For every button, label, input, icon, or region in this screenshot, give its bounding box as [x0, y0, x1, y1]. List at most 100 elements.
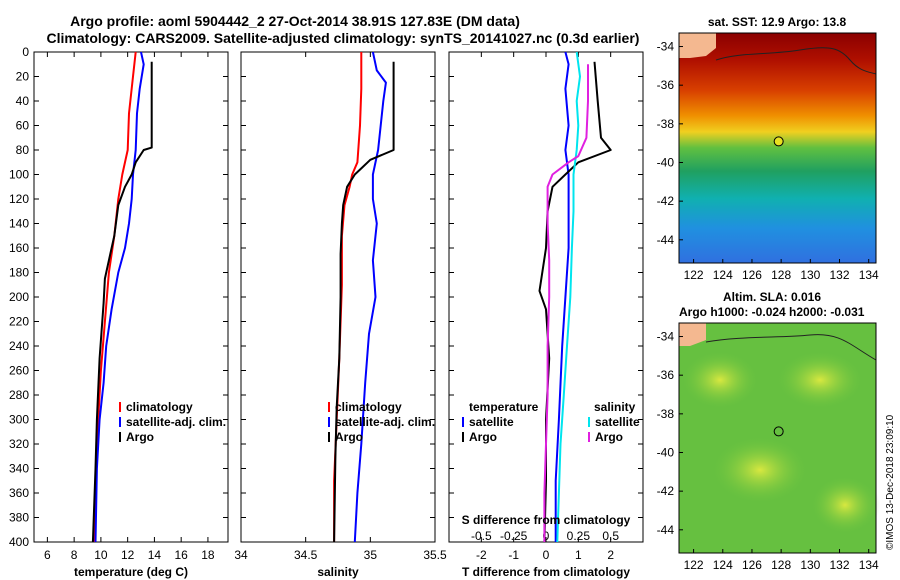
- depth-tick-label: 160: [9, 241, 29, 255]
- sst-contour: [715, 47, 877, 75]
- legend-argo-label: Argo: [126, 430, 154, 444]
- lon-tick-label: 134: [859, 268, 879, 282]
- depth-tick-label: 240: [9, 339, 29, 353]
- argo-position-marker: [773, 426, 784, 437]
- depth-tick-label: 340: [9, 462, 29, 476]
- series-argo: [91, 61, 153, 543]
- x-tick-label: -2: [476, 548, 487, 562]
- depth-tick-label: 80: [16, 143, 30, 157]
- depth-tick-label: 380: [9, 511, 29, 525]
- lat-tick-label: -40: [657, 155, 675, 169]
- s-diff-tick-label: 0.5: [602, 529, 619, 543]
- sla-map-title-1: Altim. SLA: 0.016: [723, 290, 821, 304]
- series-s-satellite: [556, 51, 581, 543]
- lat-tick-label: -42: [657, 484, 675, 498]
- sla-map-ticks: -34 -36 -38 -40 -42 -44 122 124 126 128 130 132 134: [657, 330, 879, 572]
- salinity-panel: 34 34.5 35 35.5: [234, 51, 447, 562]
- depth-tick-label: 120: [9, 192, 29, 206]
- lat-tick-label: -36: [657, 368, 675, 382]
- x-tick-label: 34.5: [294, 548, 318, 562]
- sst-map-frame: [678, 32, 877, 264]
- lon-tick-label: 130: [800, 558, 820, 572]
- lon-tick-label: 124: [713, 268, 733, 282]
- plot-frame: [33, 51, 229, 543]
- lat-tick-label: -34: [657, 330, 675, 344]
- sst-land: [679, 33, 716, 58]
- depth-tick-label: 100: [9, 168, 29, 182]
- s-diff-tick-label: -0.25: [500, 529, 528, 543]
- sla-map-frame: [678, 322, 877, 554]
- lon-tick-label: 130: [800, 268, 820, 282]
- series-climatology: [333, 52, 363, 542]
- lat-tick-label: -42: [657, 194, 675, 208]
- x-tick-label: -1: [508, 548, 519, 562]
- s-diff-tick-label: 0.25: [567, 529, 591, 543]
- title-line-2: Climatology: CARS2009. Satellite-adjuste…: [47, 30, 640, 46]
- series-climatology: [93, 51, 137, 543]
- depth-tick-label: 180: [9, 266, 29, 280]
- plot-frame: [240, 51, 436, 543]
- temperature-axis-label: temperature (deg C): [74, 565, 188, 579]
- sla-anomaly: [710, 435, 810, 505]
- series-satellite-adj-clim-: [353, 51, 387, 543]
- x-tick-label: 35.5: [423, 548, 447, 562]
- lat-tick-label: -38: [657, 407, 675, 421]
- depth-tick-label: 320: [9, 437, 29, 451]
- x-tick-label: 2: [607, 548, 614, 562]
- s-difference-axis-label: S difference from climatology: [462, 513, 631, 527]
- depth-tick-label: 140: [9, 217, 29, 231]
- salinity-legend: climatology satellite-adj. clim. Argo: [328, 400, 435, 444]
- x-tick-label: 1: [575, 548, 582, 562]
- t-difference-axis-label: T difference from climatology: [462, 565, 630, 579]
- depth-tick-label: 280: [9, 388, 29, 402]
- lon-tick-label: 122: [684, 558, 704, 572]
- sla-land: [679, 323, 706, 346]
- legend-climatology-label: climatology: [126, 400, 193, 414]
- temperature-legend: climatology satellite-adj. clim. Argo: [119, 400, 226, 444]
- x-tick-label: 12: [121, 548, 135, 562]
- depth-tick-label: 200: [9, 290, 29, 304]
- sla-contour: [705, 334, 877, 361]
- lon-tick-label: 126: [742, 268, 762, 282]
- lon-tick-label: 128: [771, 268, 791, 282]
- depth-tick-label: 60: [16, 119, 30, 133]
- x-tick-label: 18: [201, 548, 215, 562]
- legend-satellite-label: satellite-adj. clim.: [126, 415, 226, 429]
- x-tick-label: 6: [44, 548, 51, 562]
- depth-tick-label: 0: [22, 45, 29, 59]
- legend-t-satellite-label: satellite: [469, 415, 514, 429]
- depth-tick-label: 220: [9, 315, 29, 329]
- x-tick-label: 10: [94, 548, 108, 562]
- legend-climatology-label: climatology: [335, 400, 402, 414]
- x-tick-label: 14: [148, 548, 162, 562]
- lon-tick-label: 132: [830, 268, 850, 282]
- sst-field: [679, 33, 876, 263]
- difference-legend: temperature satellite Argo salinity sate…: [462, 400, 640, 444]
- x-tick-label: 16: [174, 548, 188, 562]
- legend-salinity-title: salinity: [594, 400, 636, 414]
- sla-map-title-2: Argo h1000: -0.024 h2000: -0.031: [679, 305, 865, 319]
- legend-temperature-title: temperature: [469, 400, 539, 414]
- series-t-argo: [538, 61, 612, 543]
- sla-anomaly: [775, 350, 865, 410]
- lon-tick-label: 132: [830, 558, 850, 572]
- difference-panel: -2 -1 0 1 2 -0.5 -0.25 0 0.25 0.5: [448, 51, 644, 562]
- legend-s-satellite-label: satellite: [595, 415, 640, 429]
- sst-map-ticks: -34 -36 -38 -40 -42 -44 122 124 126 128 130 132 134: [657, 40, 879, 282]
- depth-tick-label: 20: [16, 70, 30, 84]
- series-satellite-adj-clim-: [94, 51, 145, 543]
- lat-tick-label: -38: [657, 117, 675, 131]
- lon-tick-label: 134: [859, 558, 879, 572]
- s-diff-tick-label: 0: [543, 529, 550, 543]
- series-argo: [333, 61, 395, 543]
- x-tick-label: 35: [364, 548, 378, 562]
- series-t-satellite: [554, 51, 570, 542]
- lat-tick-label: -40: [657, 445, 675, 459]
- imos-watermark: ©IMOS 13-Dec-2018 23:09:10: [885, 414, 896, 550]
- argo-position-marker: [773, 136, 784, 147]
- lat-tick-label: -44: [657, 523, 675, 537]
- lat-tick-label: -34: [657, 40, 675, 54]
- legend-argo-label: Argo: [335, 430, 363, 444]
- depth-tick-label: 300: [9, 413, 29, 427]
